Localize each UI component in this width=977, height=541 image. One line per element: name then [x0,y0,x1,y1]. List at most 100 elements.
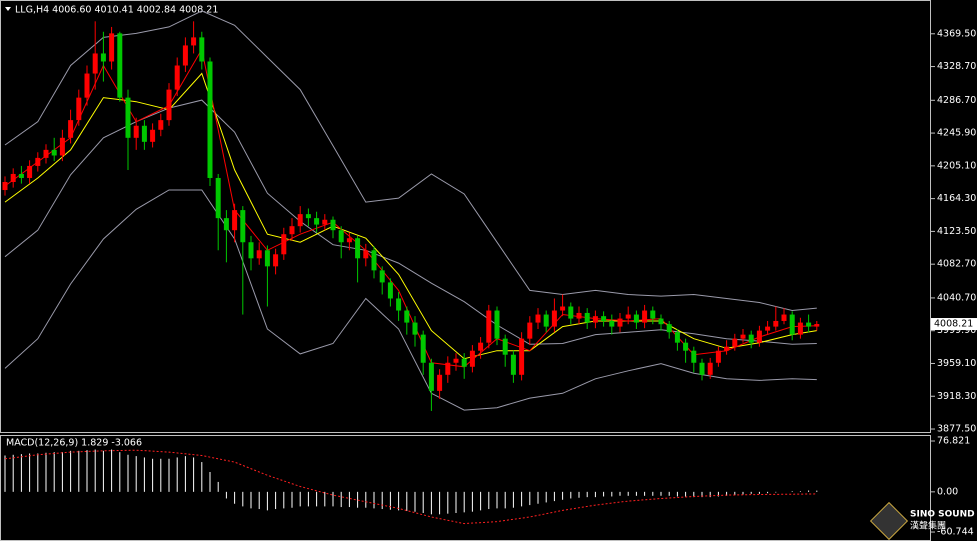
candle-body [68,120,74,138]
candle-body [141,125,147,142]
candle-body [781,314,787,321]
menu-triangle[interactable] [5,7,11,11]
y-tick-label: 4164.30 [937,193,976,204]
candle-body [174,65,180,90]
candle-body [609,320,615,327]
candle-body [256,250,262,259]
signal-line [4,449,817,525]
candle-body [371,250,377,271]
candle-body [100,53,106,62]
candle-body [535,314,541,323]
candle-body [182,45,188,66]
candle-body [568,306,574,319]
candle-body [748,334,754,343]
candle-body [92,53,98,74]
candle-body [527,322,533,339]
candle-body [461,358,467,367]
candle-body [789,314,795,335]
candle-body [740,334,746,339]
candle-body [289,226,295,235]
candle-body [207,61,213,178]
candle-body [166,89,172,121]
candle-body [322,219,328,225]
y-tick-label: 3918.30 [937,391,976,402]
candle-body [633,314,639,323]
candle-body [420,334,426,363]
candle-body [584,312,590,323]
candle-body [469,350,475,367]
candle-body [445,362,451,375]
candle-body [601,316,607,321]
candle-body [519,338,525,375]
candle-body [797,322,803,335]
candle-body [43,149,49,158]
candle-body [437,374,443,391]
candle-body [59,137,65,156]
candle-body [707,362,713,375]
candle-body [650,310,656,319]
candle-body [756,330,762,343]
candle-body [617,318,623,327]
indicator-line [4,72,817,360]
candle-body [592,316,598,323]
y-tick-label: 4328.70 [937,61,976,72]
candle-body [396,298,402,311]
candle-body [305,214,311,219]
macd-title: MACD(12,26,9) 1.829 -3.066 [6,438,142,449]
y-tick-label: 4286.70 [937,95,976,106]
candle-body [215,177,221,219]
candle-body [2,181,8,191]
y-tick-label: 4082.70 [937,259,976,270]
candle-body [560,306,566,311]
candle-body [666,324,672,333]
y-tick-label: 3877.50 [937,424,976,435]
candle-body [674,332,680,343]
indicator-line [4,189,817,411]
candle-body [494,310,500,339]
candle-body [724,346,730,351]
watermark-subtitle: 漢聲集團 [910,520,946,532]
y-tick-label: 76.821 [937,436,970,447]
candle-body [232,210,238,231]
y-tick-label: -60.744 [937,527,974,538]
candle-body [314,218,320,225]
candle-body [773,320,779,327]
candle-body [404,310,410,323]
y-tick-label: 0.00 [937,486,958,497]
candle-body [658,318,664,325]
candle-body [502,338,508,355]
candle-body [551,310,557,327]
y-tick-label: 3959.10 [937,358,976,369]
watermark-logo [869,501,909,541]
y-tick-label: 4040.70 [937,292,976,303]
candle-body [543,314,549,327]
watermark: SINO SOUND 漢聲集團 [869,501,975,541]
candle-body [297,214,303,227]
candle-body [412,322,418,335]
candle-body [125,97,131,138]
main-panel-frame [0,0,931,433]
price-label-box [931,318,977,331]
candle-body [732,338,738,347]
candle-body [248,242,254,259]
y-tick-label: 3999.90 [937,325,976,336]
chart-title: LLG,H4 4006.60 4010.41 4002.84 4008.21 [15,5,218,16]
watermark-name: SINO SOUND [910,510,975,520]
indicator-line [4,10,817,312]
candle-body [510,354,516,375]
candle-body [428,362,434,391]
candle-body [699,362,705,375]
y-tick-label: 4205.10 [937,160,976,171]
candle-body [330,219,336,231]
price-label: 4008.21 [934,319,973,330]
candle-body [642,310,648,323]
candle-body [281,234,287,255]
candle-body [715,350,721,363]
candle-body [117,33,123,98]
candle-body [806,322,812,327]
y-tick-label: 4123.50 [937,226,976,237]
candle-body [150,129,156,142]
candle-body [355,238,361,259]
